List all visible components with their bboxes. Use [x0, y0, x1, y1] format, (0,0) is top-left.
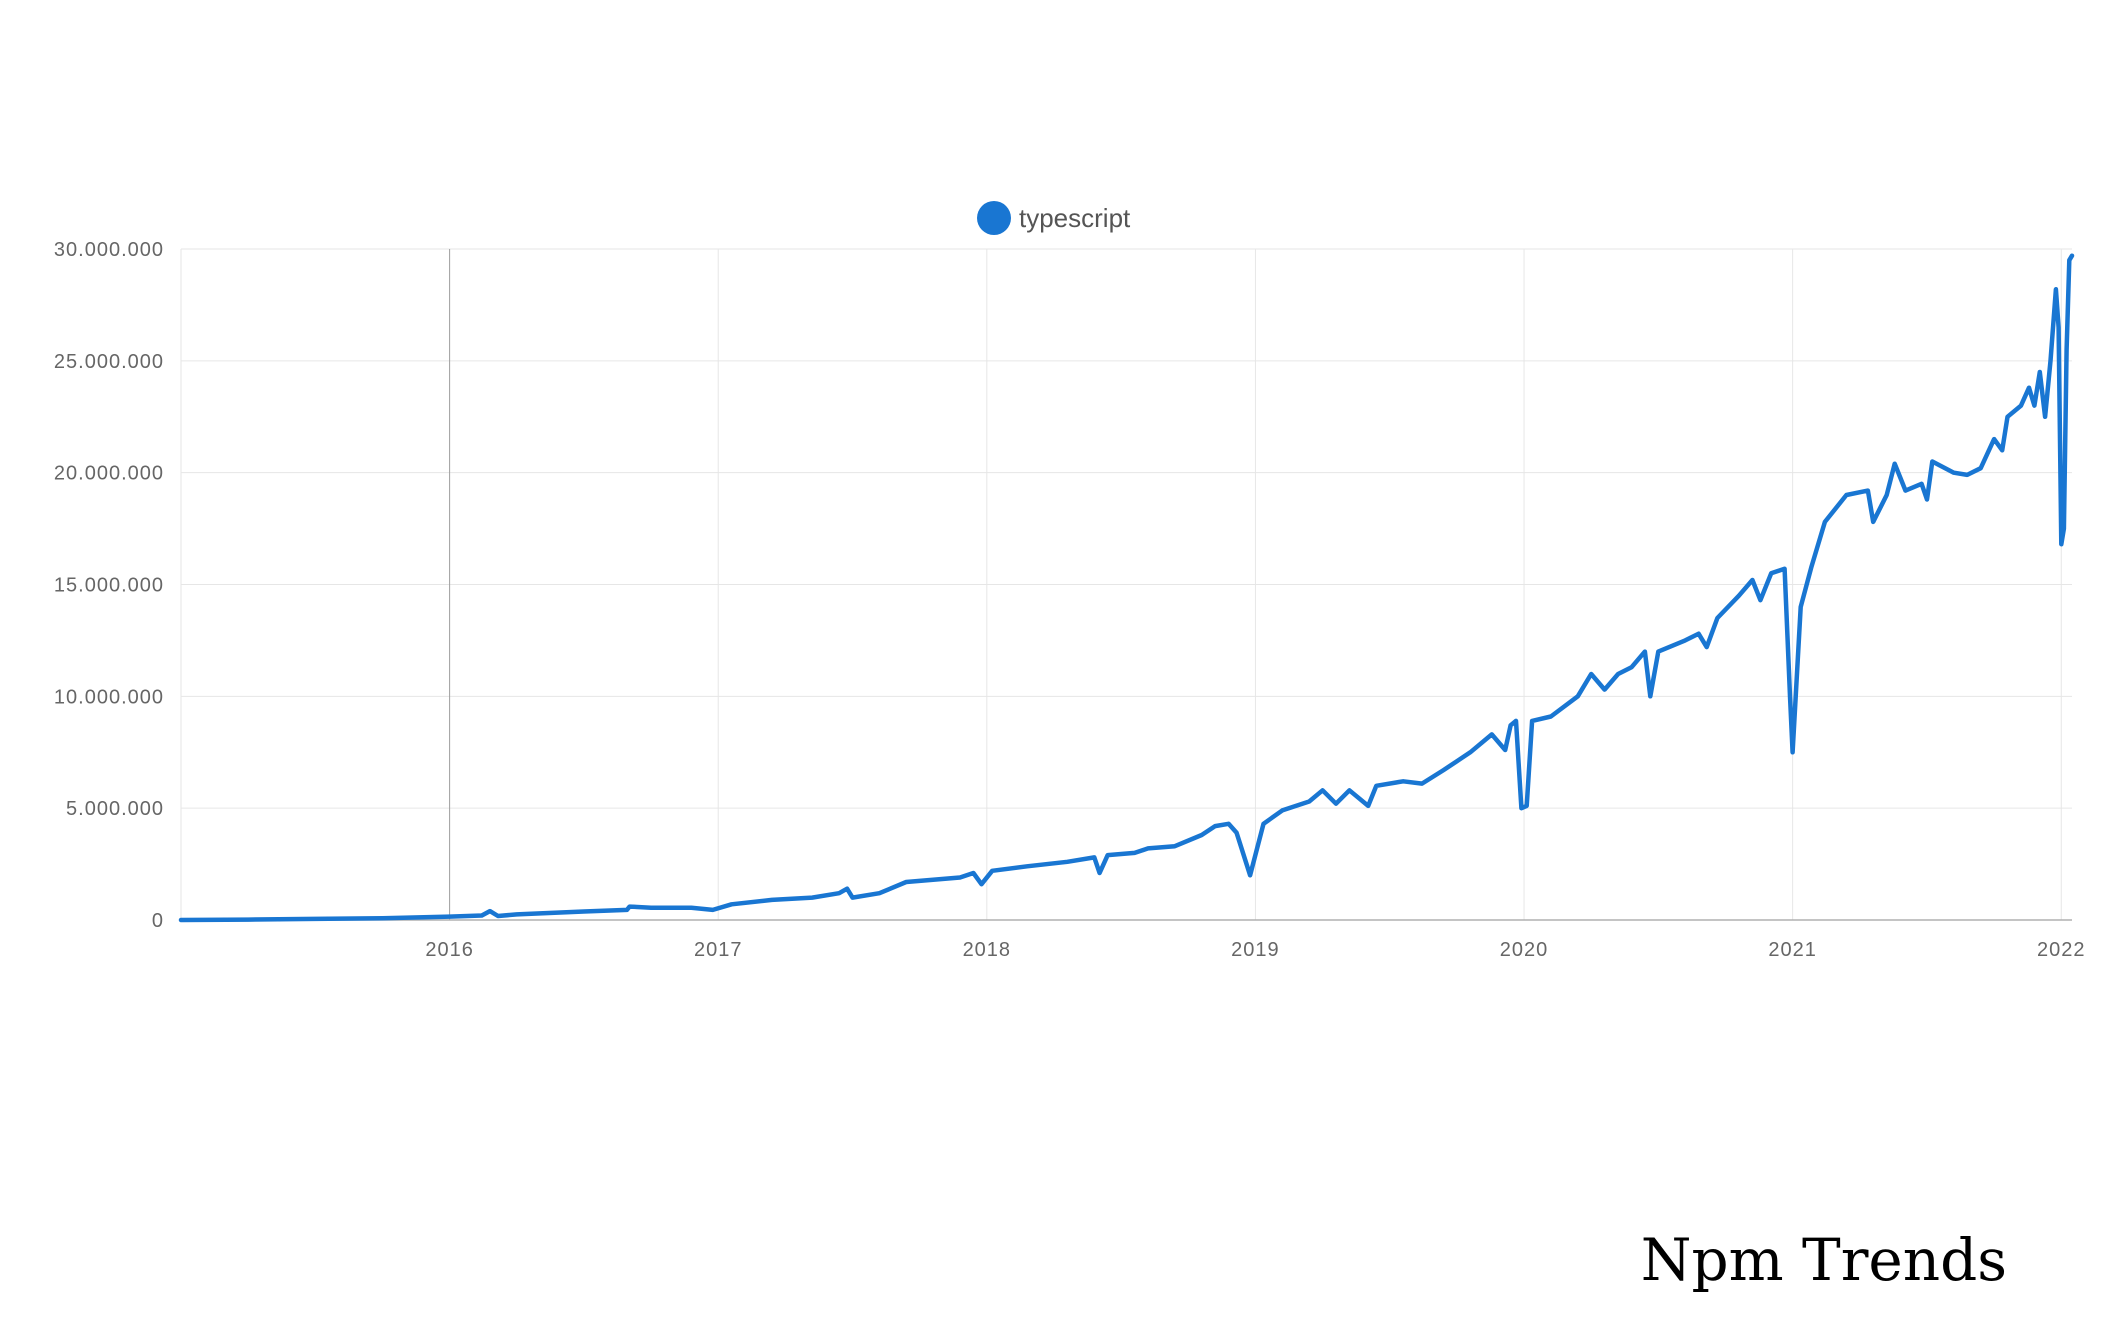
x-tick-label: 2022 — [2037, 939, 2086, 961]
x-tick-label: 2021 — [1768, 939, 1817, 961]
chart-legend[interactable]: typescript — [977, 201, 1131, 235]
x-tick-label: 2016 — [425, 939, 474, 961]
x-tick-label: 2020 — [1500, 939, 1549, 961]
series-line-typescript[interactable] — [178, 253, 2075, 923]
y-tick-label: 20.000.000 — [54, 463, 164, 485]
y-tick-label: 15.000.000 — [54, 575, 164, 597]
x-tick-label: 2019 — [1231, 939, 1280, 961]
y-tick-label: 0 — [152, 910, 164, 932]
npm-trends-watermark: Npm Trends — [1640, 1226, 2007, 1294]
legend-swatch-typescript[interactable] — [977, 201, 1011, 235]
legend-label-typescript[interactable]: typescript — [1019, 203, 1131, 233]
x-tick-label: 2017 — [694, 939, 743, 961]
y-tick-label: 30.000.000 — [54, 239, 164, 261]
chart-series — [178, 253, 2075, 923]
y-tick-label: 25.000.000 — [54, 351, 164, 373]
x-tick-label: 2018 — [963, 939, 1012, 961]
y-tick-label: 10.000.000 — [54, 686, 164, 708]
chart-grid — [181, 248, 2072, 920]
chart-axes: 0 5.000.000 10.000.000 15.000.000 20.000.000… — [54, 239, 2086, 961]
y-tick-label: 5.000.000 — [66, 798, 164, 820]
